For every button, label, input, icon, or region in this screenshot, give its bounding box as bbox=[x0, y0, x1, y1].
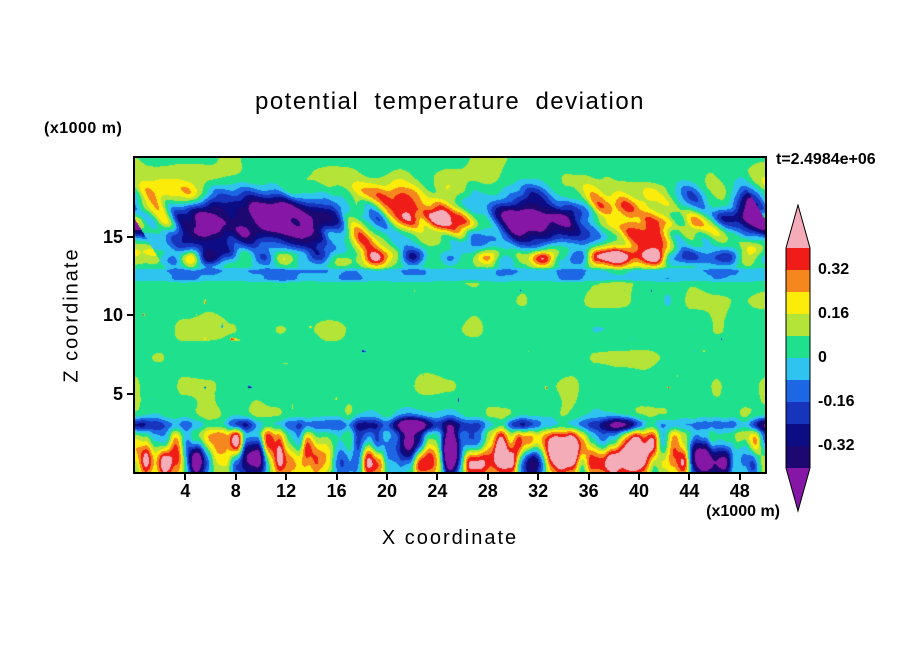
x-tick-mark bbox=[688, 474, 691, 480]
y-tick-label: 5 bbox=[112, 383, 123, 404]
time-annotation: t=2.4984e+06 bbox=[776, 151, 876, 168]
x-tick-label: 48 bbox=[729, 481, 750, 501]
x-tick-label: 4 bbox=[180, 481, 191, 501]
y-tick-mark bbox=[127, 314, 133, 316]
colorbar-under-arrow bbox=[786, 468, 810, 511]
x-tick-mark bbox=[335, 474, 338, 480]
plot-title: potential temperature deviation bbox=[254, 88, 646, 115]
y-tick-label: 15 bbox=[102, 226, 123, 247]
y-tick-mark bbox=[127, 235, 133, 238]
colorbar-tick-label: -0.16 bbox=[818, 393, 855, 410]
colorbar-segment-4 bbox=[786, 336, 810, 359]
x-tick-mark bbox=[486, 474, 489, 480]
y-axis-label: Z coordinate bbox=[60, 247, 83, 383]
x-tick-label: 16 bbox=[326, 481, 347, 501]
colorbar-segment-2 bbox=[786, 292, 810, 315]
x-tick-label: 40 bbox=[628, 481, 650, 501]
colorbar-tick-label: 0.16 bbox=[818, 305, 850, 322]
x-tick-mark bbox=[285, 474, 288, 480]
colorbar-svg bbox=[785, 203, 811, 513]
colorbar-segment-5 bbox=[786, 358, 810, 381]
colorbar-segment-6 bbox=[786, 380, 810, 403]
x-tick-mark bbox=[184, 474, 187, 480]
colorbar-segment-3 bbox=[786, 314, 810, 337]
colorbar bbox=[785, 203, 811, 518]
contour-field-canvas bbox=[135, 158, 765, 472]
colorbar-segment-9 bbox=[786, 446, 810, 469]
colorbar-outline bbox=[785, 203, 811, 513]
colorbar-segment-8 bbox=[786, 424, 810, 447]
colorbar-tick-label: -0.32 bbox=[818, 437, 855, 454]
x-tick-label: 36 bbox=[578, 481, 599, 501]
y-tick-label: 10 bbox=[102, 305, 123, 325]
x-axis-unit-label: (x1000 m) bbox=[706, 503, 780, 520]
x-tick-label: 20 bbox=[376, 481, 398, 501]
y-axis-unit-label: (x1000 m) bbox=[44, 120, 123, 137]
colorbar-over-arrow bbox=[786, 205, 810, 248]
x-tick-label: 24 bbox=[427, 481, 448, 501]
x-tick-label: 44 bbox=[679, 481, 700, 501]
x-tick-mark bbox=[436, 474, 439, 480]
x-tick-label: 28 bbox=[477, 481, 498, 501]
colorbar-tick-label: 0 bbox=[818, 349, 827, 366]
x-axis-label: X coordinate bbox=[381, 527, 519, 549]
x-tick-mark bbox=[386, 474, 388, 480]
x-tick-label: 8 bbox=[230, 481, 241, 501]
colorbar-segment-0 bbox=[786, 248, 810, 271]
x-tick-mark bbox=[537, 474, 540, 480]
colorbar-tick-label: 0.32 bbox=[818, 261, 850, 278]
x-tick-mark bbox=[234, 474, 237, 480]
x-tick-mark bbox=[587, 474, 590, 480]
plot-frame bbox=[133, 156, 767, 474]
colorbar-segment-7 bbox=[786, 402, 810, 425]
y-tick-mark bbox=[127, 392, 133, 395]
x-tick-mark bbox=[738, 474, 741, 480]
colorbar-segment-1 bbox=[786, 270, 810, 293]
x-tick-label: 32 bbox=[528, 481, 549, 501]
x-tick-label: 12 bbox=[276, 481, 297, 501]
x-tick-mark bbox=[638, 474, 640, 480]
